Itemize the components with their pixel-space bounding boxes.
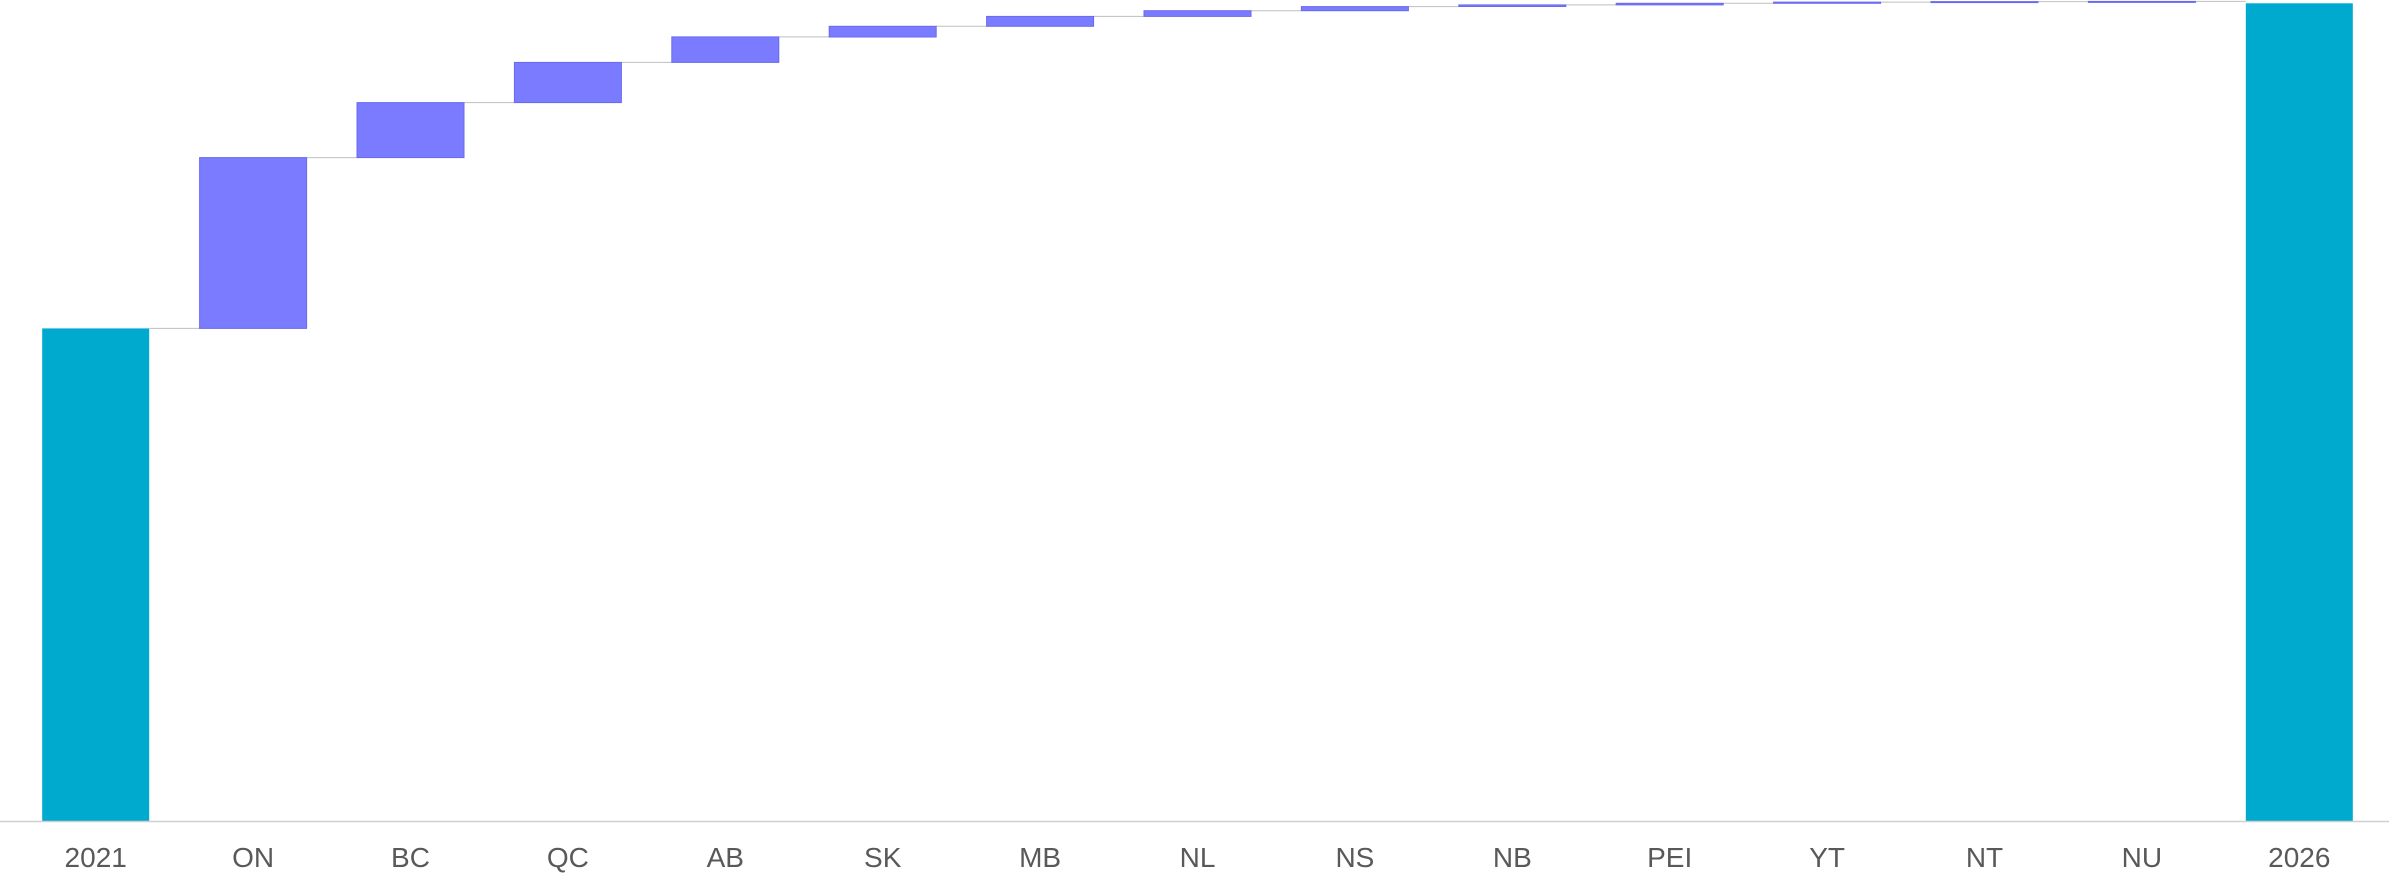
bar-on [199,157,308,329]
x-tick-label-ns: NS [1335,842,1374,873]
x-tick-label-2026: 2026 [2268,842,2330,873]
bar-ns [1300,6,1409,12]
bar-qc [513,61,622,104]
x-tick-label-nb: NB [1493,842,1532,873]
connector-lines [149,0,2246,329]
x-tick-label-on: ON [232,842,274,873]
x-tick-label-mb: MB [1019,842,1061,873]
x-tick-label-sk: SK [864,842,902,873]
bars [42,0,2353,822]
bar-nb [1458,4,1567,8]
x-tick-label-yt: YT [1809,842,1845,873]
bar-2026 [2245,3,2353,822]
bar-mb [986,15,1095,27]
x-tick-label-nt: NT [1966,842,2003,873]
x-tick-label-nl: NL [1180,842,1216,873]
x-tick-label-2021: 2021 [65,842,127,873]
x-tick-label-ab: AB [707,842,744,873]
x-tick-labels: 2021 ON BC QC AB SK MB NL NS NB PEI YT NT NU 2026 [65,842,2331,873]
bar-nl [1143,10,1252,17]
x-tick-label-nu: NU [2122,842,2162,873]
x-tick-label-pei: PEI [1647,842,1692,873]
bar-bc [356,102,465,159]
bar-pei [1615,2,1724,6]
x-tick-label-bc: BC [391,842,430,873]
x-tick-label-qc: QC [547,842,589,873]
bar-nt [1930,1,2039,4]
bar-ab [671,36,780,63]
bar-sk [828,25,937,38]
bar-2021 [42,328,150,821]
bar-nu [2087,0,2196,3]
bar-yt [1773,1,1882,4]
